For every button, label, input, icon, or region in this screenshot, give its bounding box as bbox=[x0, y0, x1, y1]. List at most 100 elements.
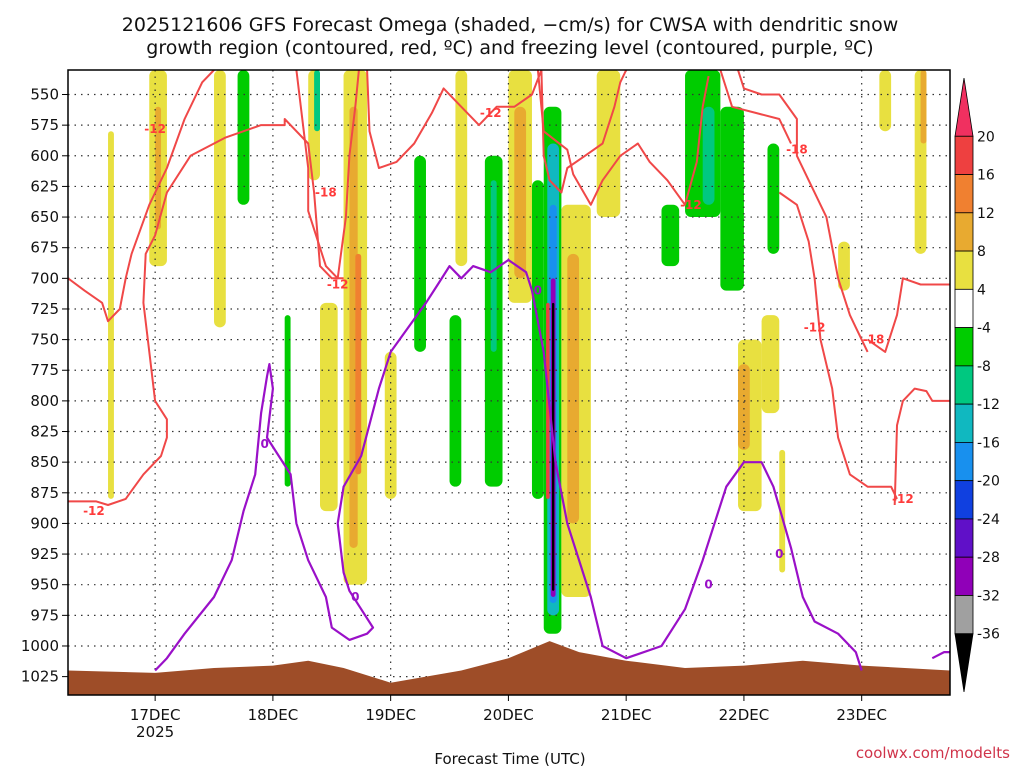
contour-line bbox=[366, 70, 628, 194]
dgz-contour-label: -18 bbox=[315, 186, 337, 200]
y-tick-label: 875 bbox=[30, 484, 59, 502]
colorbar-label: 16 bbox=[977, 168, 995, 184]
x-tick-year: 2025 bbox=[136, 723, 174, 741]
colorbar-label: 20 bbox=[977, 129, 995, 145]
colorbar-swatch bbox=[954, 174, 974, 214]
contour-line bbox=[536, 70, 710, 206]
omega-patch bbox=[355, 253, 362, 475]
y-tick-label: 975 bbox=[30, 606, 59, 624]
dgz-contour-label: -12 bbox=[680, 198, 702, 212]
freezing-level-contours bbox=[154, 258, 950, 672]
colorbar-label: -8 bbox=[977, 359, 991, 375]
omega-patch bbox=[879, 70, 892, 132]
colorbar-swatch bbox=[954, 288, 974, 329]
y-tick-label: 750 bbox=[30, 331, 59, 349]
y-tick-label: 1025 bbox=[21, 668, 59, 686]
y-tick-label: 1000 bbox=[21, 637, 59, 655]
colorbar-label: -36 bbox=[977, 627, 1000, 643]
colorbar-label: 12 bbox=[977, 206, 995, 222]
colorbar-label: -24 bbox=[977, 512, 1000, 528]
colorbar-swatch bbox=[954, 403, 974, 443]
omega-patch bbox=[738, 364, 750, 450]
omega-patch bbox=[449, 315, 462, 487]
omega-patch bbox=[920, 70, 927, 144]
omega-patch bbox=[237, 70, 250, 205]
colorbar-label: -4 bbox=[977, 321, 991, 337]
colorbar-label: -16 bbox=[977, 435, 1000, 451]
omega-patch bbox=[702, 106, 715, 205]
colorbar-swatch bbox=[954, 135, 974, 175]
colorbar: 20 16 12 8 4 -4 -8 -12 -16 -20 -24 -28 -32 -36 bbox=[954, 77, 1000, 693]
colorbar-label: -12 bbox=[977, 397, 1000, 413]
omega-patch bbox=[779, 449, 786, 573]
x-axis-label: Forecast Time (UTC) bbox=[434, 750, 585, 768]
omega-patch bbox=[514, 106, 527, 279]
terrain-surface bbox=[68, 641, 950, 695]
freezing-contour-label: 0 bbox=[775, 547, 783, 561]
y-tick-label: 575 bbox=[30, 116, 59, 134]
y-tick-label: 775 bbox=[30, 361, 59, 379]
credit-link[interactable]: coolwx.com/modelts bbox=[856, 744, 1010, 762]
y-tick-label: 700 bbox=[30, 269, 59, 287]
omega-patch bbox=[320, 302, 338, 512]
x-tick-label: 22DEC bbox=[719, 706, 770, 724]
dgz-contour-label: -12 bbox=[480, 106, 502, 120]
omega-patch bbox=[531, 180, 544, 499]
y-tick-label: 650 bbox=[30, 208, 59, 226]
chart-title-line1: 2025121606 GFS Forecast Omega (shaded, −… bbox=[122, 14, 898, 36]
omega-patch bbox=[414, 155, 426, 352]
colorbar-cap-top bbox=[954, 77, 974, 137]
colorbar-cap-bottom bbox=[954, 633, 974, 693]
plot-area: -12 -12 -18 -12 -12 -12 -18 -12 -18 -12 0 0 0 0 0 bbox=[68, 70, 950, 695]
freezing-contour-label: 0 bbox=[260, 437, 268, 451]
omega-patch bbox=[384, 351, 397, 499]
x-tick-label: 21DEC bbox=[601, 706, 652, 724]
colorbar-swatch bbox=[954, 480, 974, 520]
dgz-contour-label: -12 bbox=[83, 504, 105, 518]
omega-patch bbox=[108, 131, 114, 499]
y-tick-label: 925 bbox=[30, 545, 59, 563]
y-tick-label: 800 bbox=[30, 392, 59, 410]
freezing-contour-label: 0 bbox=[351, 590, 359, 604]
omega-patch bbox=[155, 106, 162, 230]
x-tick-label: 17DEC bbox=[130, 706, 181, 724]
colorbar-label: -32 bbox=[977, 588, 1000, 604]
dgz-contour-label: -18 bbox=[786, 143, 808, 157]
contour-line bbox=[867, 277, 950, 353]
y-tick-label: 825 bbox=[30, 423, 59, 441]
y-tick-label: 950 bbox=[30, 576, 59, 594]
y-tick-label: 725 bbox=[30, 300, 59, 318]
colorbar-label: -28 bbox=[977, 550, 1000, 566]
dgz-contour-label: -12 bbox=[144, 122, 166, 136]
omega-patch bbox=[455, 70, 468, 267]
contour-line bbox=[295, 70, 360, 280]
colorbar-swatch bbox=[954, 250, 974, 290]
omega-patch bbox=[314, 70, 320, 132]
contour-line bbox=[154, 258, 863, 672]
dgz-contour-label: -12 bbox=[327, 277, 349, 291]
y-tick-label: 900 bbox=[30, 514, 59, 532]
y-axis: 550 575 600 625 650 675 700 725 750 775 800 825 850 8… bbox=[21, 86, 68, 686]
x-tick-label: 18DEC bbox=[248, 706, 299, 724]
omega-patch bbox=[284, 315, 291, 487]
y-tick-label: 600 bbox=[30, 147, 59, 165]
x-tick-label: 19DEC bbox=[365, 706, 416, 724]
terrain-fill bbox=[68, 641, 950, 695]
contour-line bbox=[778, 191, 898, 500]
colorbar-label: 4 bbox=[977, 282, 986, 298]
colorbar-swatch bbox=[954, 327, 974, 367]
colorbar-label: -20 bbox=[977, 474, 1000, 490]
colorbar-swatch bbox=[954, 556, 974, 596]
contour-line bbox=[737, 70, 869, 353]
dgz-contours bbox=[68, 70, 950, 506]
colorbar-swatch bbox=[954, 365, 974, 405]
dgz-contour-label: -12 bbox=[804, 320, 826, 334]
contour-line bbox=[893, 387, 950, 506]
colorbar-swatch bbox=[954, 441, 974, 482]
contour-labels: -12 -12 -18 -12 -12 -12 -18 -12 -18 -12 0 0 0 0 0 bbox=[83, 106, 914, 604]
omega-patch bbox=[838, 241, 850, 291]
chart-title-line2: growth region (contoured, red, ºC) and f… bbox=[146, 37, 873, 59]
y-tick-label: 550 bbox=[30, 86, 59, 104]
